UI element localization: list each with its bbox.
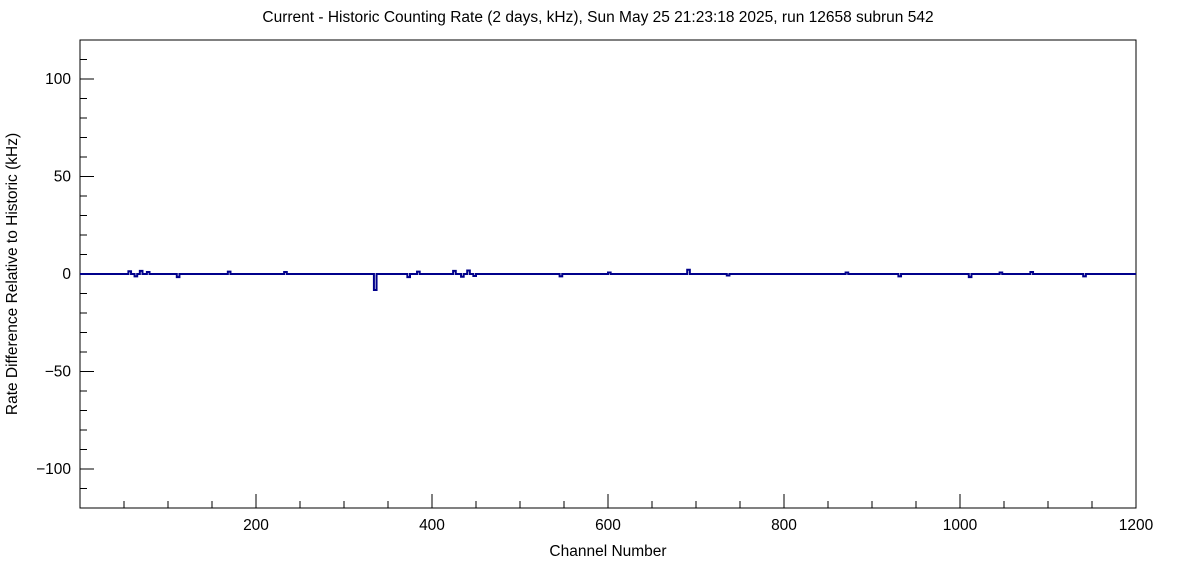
y-tick-label: −50 <box>45 364 72 381</box>
y-axis-label: Rate Difference Relative to Historic (kH… <box>4 133 21 415</box>
y-tick-label: −100 <box>36 461 71 478</box>
x-tick-label: 400 <box>419 517 445 534</box>
y-tick-label: 50 <box>54 169 72 186</box>
x-axis-label: Channel Number <box>549 543 666 560</box>
x-tick-label: 200 <box>243 517 269 534</box>
y-tick-label: 0 <box>62 266 71 283</box>
x-axis-tick-labels: 200 400 600 800 1000 1200 <box>243 517 1154 534</box>
y-tick-label: 100 <box>45 71 71 88</box>
x-tick-label: 1000 <box>943 517 978 534</box>
x-axis-ticks <box>79 494 1137 508</box>
x-tick-label: 1200 <box>1119 517 1154 534</box>
chart-title: Current - Historic Counting Rate (2 days… <box>262 9 933 26</box>
x-tick-label: 600 <box>595 517 621 534</box>
y-axis-tick-labels: −100 −50 0 50 100 <box>36 71 71 478</box>
data-series-line <box>80 268 1136 291</box>
x-tick-label: 800 <box>771 517 797 534</box>
